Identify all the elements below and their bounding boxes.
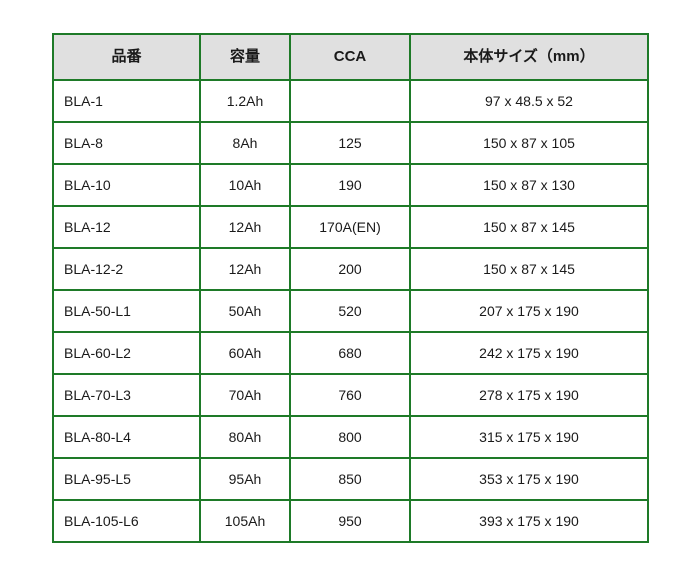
cell-size: 150 x 87 x 145 [409, 247, 649, 291]
column-header-capacity: 容量 [199, 33, 291, 81]
cell-cca: 680 [289, 331, 411, 375]
cell-part: BLA-80-L4 [52, 415, 201, 459]
column-header-part: 品番 [52, 33, 201, 81]
table-row: BLA-105-L6 105Ah 950 393 x 175 x 190 [52, 499, 649, 543]
table-row: BLA-10 10Ah 190 150 x 87 x 130 [52, 163, 649, 207]
cell-part: BLA-12 [52, 205, 201, 249]
cell-capacity: 80Ah [199, 415, 291, 459]
cell-part: BLA-60-L2 [52, 331, 201, 375]
cell-capacity: 12Ah [199, 247, 291, 291]
cell-part: BLA-95-L5 [52, 457, 201, 501]
cell-size: 207 x 175 x 190 [409, 289, 649, 333]
cell-cca: 125 [289, 121, 411, 165]
cell-cca [289, 79, 411, 123]
table-row: BLA-50-L1 50Ah 520 207 x 175 x 190 [52, 289, 649, 333]
table-row: BLA-80-L4 80Ah 800 315 x 175 x 190 [52, 415, 649, 459]
battery-spec-table: 品番 容量 CCA 本体サイズ（mm） BLA-1 1.2Ah 97 x 48.… [52, 33, 649, 543]
cell-capacity: 105Ah [199, 499, 291, 543]
cell-cca: 190 [289, 163, 411, 207]
table-row: BLA-8 8Ah 125 150 x 87 x 105 [52, 121, 649, 165]
table-row: BLA-70-L3 70Ah 760 278 x 175 x 190 [52, 373, 649, 417]
cell-capacity: 8Ah [199, 121, 291, 165]
cell-size: 150 x 87 x 145 [409, 205, 649, 249]
cell-cca: 520 [289, 289, 411, 333]
table-header: 品番 容量 CCA 本体サイズ（mm） [52, 33, 649, 81]
cell-capacity: 50Ah [199, 289, 291, 333]
table-row: BLA-60-L2 60Ah 680 242 x 175 x 190 [52, 331, 649, 375]
cell-part: BLA-1 [52, 79, 201, 123]
cell-size: 97 x 48.5 x 52 [409, 79, 649, 123]
cell-part: BLA-12-2 [52, 247, 201, 291]
cell-cca: 760 [289, 373, 411, 417]
table-row: BLA-12 12Ah 170A(EN) 150 x 87 x 145 [52, 205, 649, 249]
cell-capacity: 10Ah [199, 163, 291, 207]
cell-cca: 200 [289, 247, 411, 291]
cell-cca: 800 [289, 415, 411, 459]
cell-size: 353 x 175 x 190 [409, 457, 649, 501]
table-header-row: 品番 容量 CCA 本体サイズ（mm） [52, 33, 649, 81]
cell-cca: 950 [289, 499, 411, 543]
cell-size: 242 x 175 x 190 [409, 331, 649, 375]
table-body: BLA-1 1.2Ah 97 x 48.5 x 52 BLA-8 8Ah 125… [52, 79, 649, 543]
cell-size: 393 x 175 x 190 [409, 499, 649, 543]
table-row: BLA-1 1.2Ah 97 x 48.5 x 52 [52, 79, 649, 123]
cell-cca: 170A(EN) [289, 205, 411, 249]
cell-part: BLA-8 [52, 121, 201, 165]
table-row: BLA-95-L5 95Ah 850 353 x 175 x 190 [52, 457, 649, 501]
cell-size: 150 x 87 x 105 [409, 121, 649, 165]
table-row: BLA-12-2 12Ah 200 150 x 87 x 145 [52, 247, 649, 291]
cell-part: BLA-70-L3 [52, 373, 201, 417]
cell-capacity: 70Ah [199, 373, 291, 417]
cell-capacity: 12Ah [199, 205, 291, 249]
cell-cca: 850 [289, 457, 411, 501]
cell-part: BLA-10 [52, 163, 201, 207]
cell-part: BLA-105-L6 [52, 499, 201, 543]
cell-capacity: 60Ah [199, 331, 291, 375]
cell-capacity: 95Ah [199, 457, 291, 501]
cell-part: BLA-50-L1 [52, 289, 201, 333]
cell-size: 315 x 175 x 190 [409, 415, 649, 459]
cell-size: 278 x 175 x 190 [409, 373, 649, 417]
cell-capacity: 1.2Ah [199, 79, 291, 123]
column-header-size: 本体サイズ（mm） [409, 33, 649, 81]
cell-size: 150 x 87 x 130 [409, 163, 649, 207]
column-header-cca: CCA [289, 33, 411, 81]
